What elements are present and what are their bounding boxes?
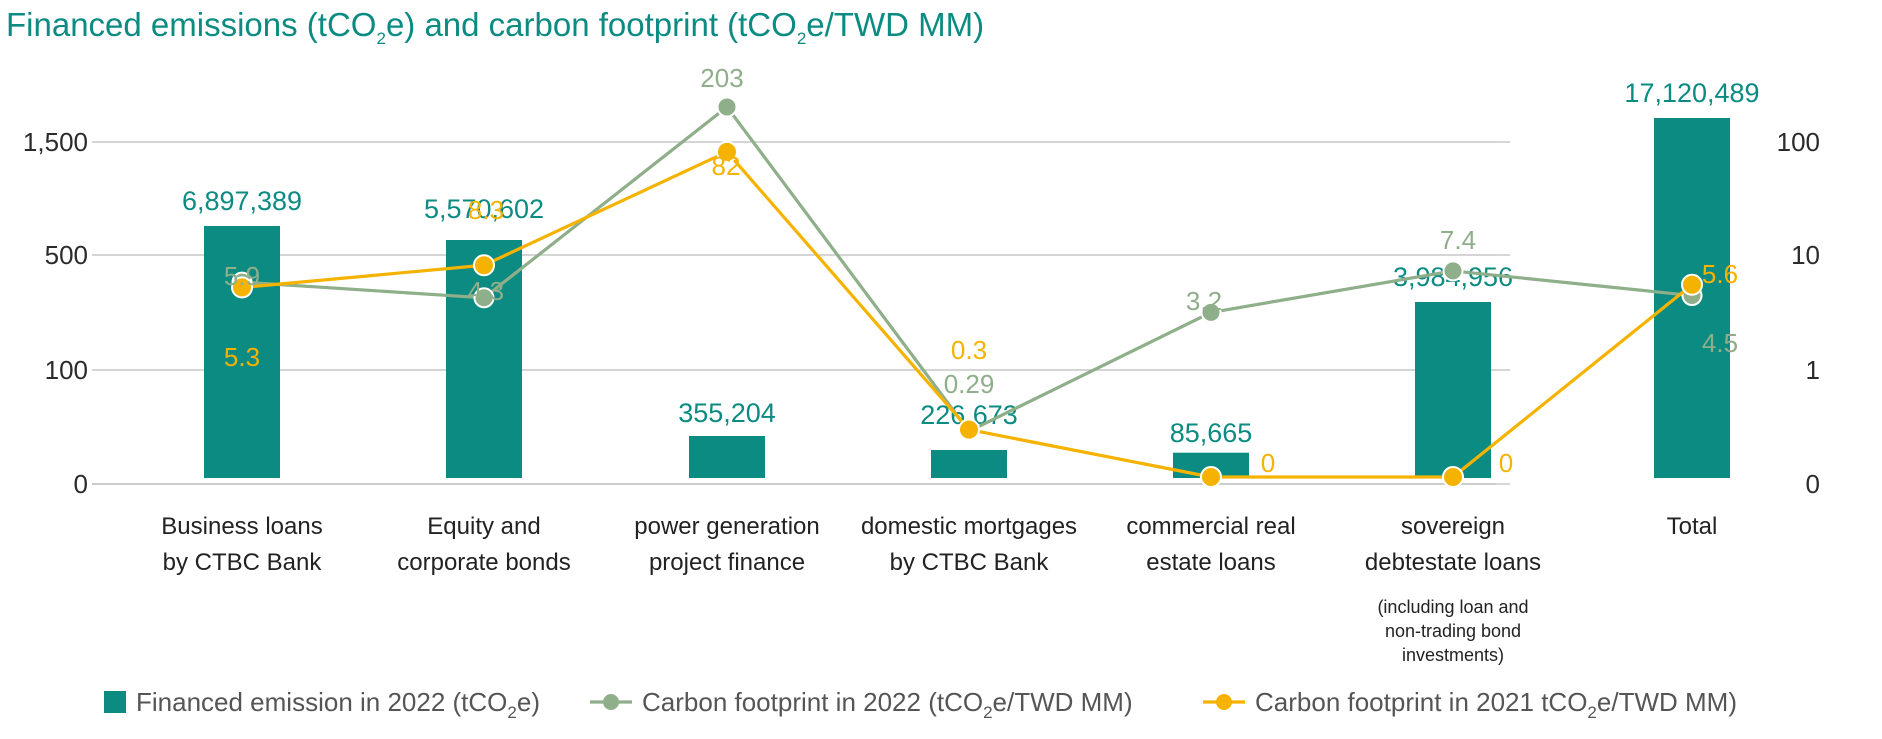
left-axis-tick: 100 <box>45 355 88 385</box>
line-2022-value-label: 203 <box>700 63 743 93</box>
bar-value-label: 85,665 <box>1170 418 1253 448</box>
marker-2021 <box>1681 273 1703 296</box>
legend-swatch-marker-2022 <box>603 694 619 710</box>
x-category-label: Equity and <box>427 513 540 540</box>
right-axis-tick: 10 <box>1791 240 1820 270</box>
x-category-label: Total <box>1667 513 1718 540</box>
line-2022-value-label: 0.29 <box>944 369 995 399</box>
line-2022-value-label: 3.2 <box>1186 286 1222 316</box>
x-category-label: corporate bonds <box>397 549 570 576</box>
right-axis-tick: 0 <box>1806 469 1820 499</box>
chart-title: Financed emissions (tCO2e) and carbon fo… <box>6 6 984 48</box>
line-2022-value-label: 5.9 <box>224 261 260 291</box>
legend-label-carbon-2021: Carbon footprint in 2021 tCO2e/TWD MM) <box>1255 687 1737 722</box>
line-2022-value-label: 7.4 <box>1440 225 1476 255</box>
line-2021-value-label: 82 <box>712 151 741 181</box>
marker-2021 <box>473 254 495 277</box>
bar-value-label: 17,120,489 <box>1624 78 1759 108</box>
right-axis-tick: 1 <box>1806 355 1820 385</box>
x-category-label: debtestate loans <box>1365 549 1541 576</box>
legend: Financed emission in 2022 (tCO2e) Carbon … <box>104 687 1737 722</box>
bar-series: 6,897,3895,570,602355,204226,67385,6653,… <box>182 78 1760 478</box>
marker-2021 <box>1442 466 1464 488</box>
x-category-label: sovereign <box>1401 513 1505 540</box>
x-category-label: domestic mortgages <box>861 513 1077 540</box>
x-category-note: non-trading bond <box>1385 621 1521 641</box>
x-category-label: by CTBC Bank <box>890 549 1050 576</box>
line-2022-value-label: 4.3 <box>468 276 504 306</box>
marker-2021 <box>231 276 253 299</box>
marker-2022 <box>716 96 738 118</box>
left-axis-tick: 0 <box>74 469 88 499</box>
bar <box>689 436 765 478</box>
line-2021-value-label: 5.3 <box>224 342 260 372</box>
x-category-label: Business loans <box>161 513 322 540</box>
line-2021-value-label: 8.3 <box>468 195 504 225</box>
marker-2022 <box>1442 260 1464 282</box>
line-2021-value-label: 0 <box>1499 448 1513 478</box>
marker-2022 <box>473 287 495 309</box>
marker-2022 <box>1200 301 1222 323</box>
line-2021-value-label: 0 <box>1261 448 1275 478</box>
x-axis-labels: Business loans by CTBC Bank Equity and corp… <box>161 513 1717 665</box>
left-axis-tick: 1,500 <box>23 127 88 157</box>
bar <box>204 226 280 478</box>
line-2021-value-label: 5.6 <box>1702 259 1738 289</box>
line-2021-value-label: 0.3 <box>951 335 987 365</box>
x-category-label: commercial real <box>1126 513 1295 540</box>
legend-label-financed-emission: Financed emission in 2022 (tCO2e) <box>136 687 540 722</box>
bar-value-label: 355,204 <box>678 398 776 428</box>
legend-swatch-bar <box>104 691 126 713</box>
marker-2021 <box>716 140 738 163</box>
marker-2021 <box>958 418 980 441</box>
legend-swatch-marker-2021 <box>1216 694 1232 710</box>
x-category-note: (including loan and <box>1377 597 1528 617</box>
legend-label-carbon-2022: Carbon footprint in 2022 (tCO2e/TWD MM) <box>642 687 1133 722</box>
bar-value-label: 6,897,389 <box>182 186 302 216</box>
left-axis: 0 100 500 1,500 <box>23 127 88 499</box>
left-axis-tick: 500 <box>45 240 88 270</box>
bar <box>1415 302 1491 478</box>
x-category-label: project finance <box>649 549 805 576</box>
bar-value-label: 5,570,602 <box>424 194 544 224</box>
x-category-label: by CTBC Bank <box>163 549 323 576</box>
x-category-note: investments) <box>1402 645 1504 665</box>
marker-2021 <box>1200 466 1222 488</box>
right-axis: 0 1 10 100 <box>1777 127 1820 499</box>
x-category-label: estate loans <box>1146 549 1275 576</box>
bar <box>931 450 1007 478</box>
x-category-label: power generation <box>634 513 819 540</box>
right-axis-tick: 100 <box>1777 127 1820 157</box>
gridlines <box>92 141 1510 485</box>
line-series: 5.9 4.3 203 0.29 3.2 7.4 4.5 5.3 8.3 82 0.3 0 0 5.6 <box>224 63 1738 488</box>
line-2022-value-label: 4.5 <box>1702 328 1738 358</box>
